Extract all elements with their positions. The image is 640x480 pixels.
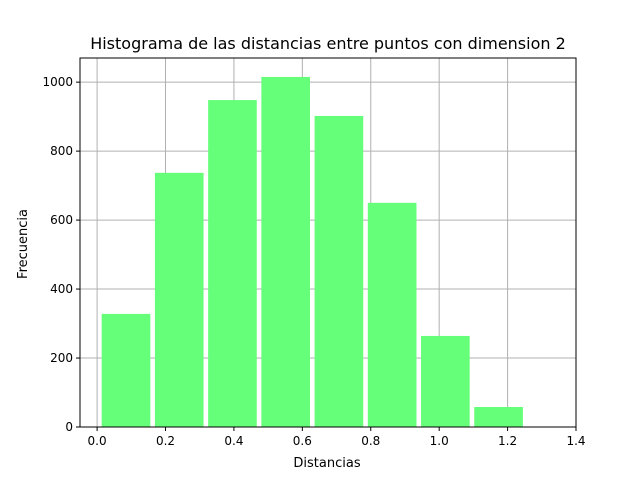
y-axis-ticks: 0 200 400 600 800 1000 <box>42 75 80 434</box>
histogram-bar-7 <box>421 335 470 427</box>
histogram-bar-1 <box>101 313 151 427</box>
histogram-bar-4 <box>261 76 311 428</box>
y-axis-label: Frecuencia <box>16 209 31 279</box>
x-tick-label: 1.0 <box>430 434 449 448</box>
x-tick-label: 0.8 <box>361 434 380 448</box>
x-axis-label: Distancias <box>293 456 360 471</box>
histogram-bar-2 <box>154 172 204 427</box>
y-tick-label: 200 <box>50 351 73 365</box>
x-axis-ticks: 0.0 0.2 0.4 0.6 0.8 1.0 1.2 1.4 <box>88 427 586 448</box>
histogram-bar-3 <box>208 100 257 427</box>
x-tick-label: 1.4 <box>566 434 585 448</box>
x-tick-label: 0.6 <box>293 434 312 448</box>
x-tick-label: 0.4 <box>224 434 243 448</box>
x-tick-label: 0.2 <box>156 434 175 448</box>
y-tick-label: 400 <box>50 282 73 296</box>
histogram-bar-8 <box>474 406 523 427</box>
plot-frame <box>79 57 577 428</box>
y-tick-label: 800 <box>50 144 73 158</box>
y-tick-label: 0 <box>65 420 73 434</box>
x-tick-label: 0.0 <box>88 434 107 448</box>
histogram-bar-5 <box>314 115 364 427</box>
x-tick-label: 1.2 <box>498 434 517 448</box>
histogram-bar-6 <box>367 202 417 427</box>
y-tick-label: 600 <box>50 213 73 227</box>
bars-group <box>101 76 523 428</box>
chart-title: Histograma de las distancias entre punto… <box>90 34 566 53</box>
y-tick-label: 1000 <box>42 75 73 89</box>
